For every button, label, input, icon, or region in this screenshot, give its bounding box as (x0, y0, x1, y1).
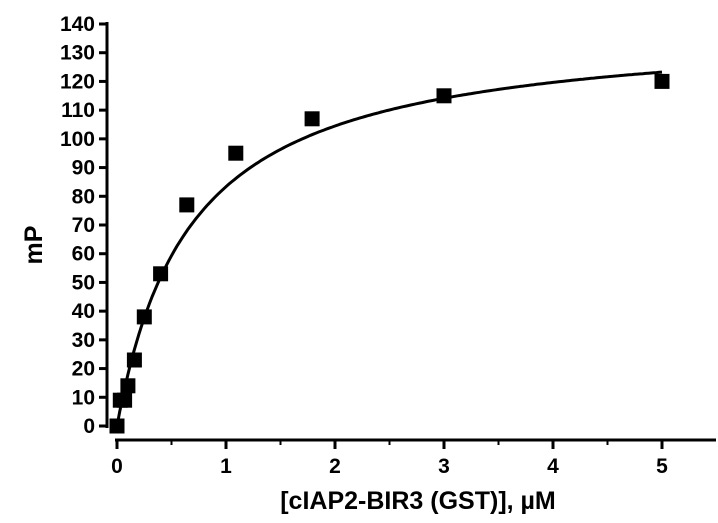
y-tick-label: 140 (60, 13, 95, 36)
y-tick-label: 80 (72, 185, 95, 208)
y-tick-label: 40 (72, 300, 95, 323)
x-axis: 0 1 2 3 4 5 (111, 438, 716, 478)
fit-curve (115, 70, 663, 427)
y-tick-label: 120 (60, 70, 95, 93)
y-tick-label: 100 (60, 128, 95, 151)
y-tick-label: 0 (83, 415, 95, 438)
x-tick-label: 2 (329, 455, 341, 478)
data-point (654, 73, 670, 89)
y-axis-title: mP (20, 226, 48, 265)
data-point (109, 418, 125, 434)
data-point (120, 378, 136, 394)
y-tick-label: 50 (72, 271, 95, 294)
y-tick-label: 10 (72, 386, 95, 409)
data-point (179, 197, 195, 213)
x-tick-label: 3 (438, 455, 450, 478)
y-tick-label: 70 (72, 214, 95, 237)
y-tick-label: 90 (72, 157, 95, 180)
y-tick-label: 60 (72, 243, 95, 266)
x-tick-label: 0 (111, 455, 123, 478)
data-point (136, 309, 152, 325)
data-point (117, 392, 133, 408)
data-point (304, 111, 320, 127)
x-tick-label: 1 (220, 455, 232, 478)
x-axis-title: [cIAP2-BIR3 (GST)], µM (280, 487, 556, 515)
data-point (126, 352, 142, 368)
data-point (153, 266, 169, 282)
data-points (109, 73, 670, 434)
y-axis: 0 10 20 30 40 50 60 70 80 90 100 110 120 130 140 (60, 13, 109, 438)
x-tick-label: 4 (547, 455, 559, 478)
y-tick-label: 20 (72, 358, 95, 381)
data-point (436, 88, 452, 104)
y-tick-label: 30 (72, 329, 95, 352)
y-tick-label: 110 (61, 99, 95, 122)
y-tick-label: 130 (60, 42, 95, 65)
data-point (228, 145, 244, 161)
x-tick-label: 5 (656, 455, 668, 478)
